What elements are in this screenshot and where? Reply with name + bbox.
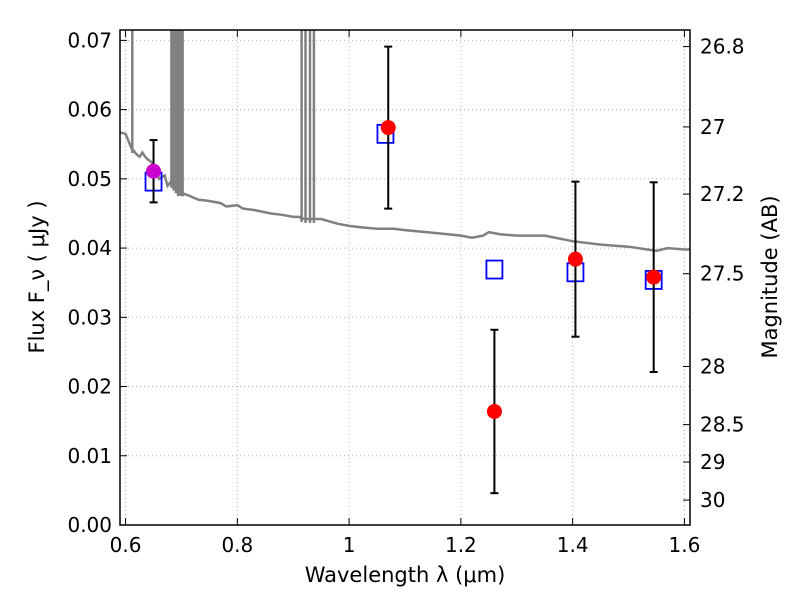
grid-lines xyxy=(120,30,690,526)
y-tick-label: 0.07 xyxy=(67,28,112,52)
model-flux-markers xyxy=(144,123,663,290)
plot-area xyxy=(120,30,690,495)
x-tick-label: 0.8 xyxy=(221,533,253,557)
y-tick-label: 0.03 xyxy=(67,305,112,329)
model-spectrum-spikes xyxy=(131,30,316,223)
x-tick-label: 1.4 xyxy=(557,533,589,557)
highlight-point xyxy=(146,163,162,179)
x-axis-title: Wavelength λ (μm) xyxy=(305,563,506,587)
right-tick-label: 27.2 xyxy=(700,182,745,206)
y-tick-label: 0.04 xyxy=(67,236,112,260)
photometry-point xyxy=(380,120,396,136)
y-axis-title: Flux F_ν ( μJy ) xyxy=(25,200,50,353)
y-tick-label: 0.06 xyxy=(67,98,112,122)
x-tick-label: 1.2 xyxy=(445,533,477,557)
x-tick-label: 1 xyxy=(343,533,356,557)
photometry-points xyxy=(146,120,662,419)
right-tick-label: 29 xyxy=(700,450,725,474)
y-axis-ticks: 0.00 0.01 0.02 0.03 0.04 0.05 0.06 0.07 xyxy=(67,28,127,537)
photometry-point xyxy=(567,251,583,267)
right-tick-label: 27 xyxy=(700,115,725,139)
right-axis-ticks: 26.8 27 27.2 27.5 28 28.5 29 30 xyxy=(683,35,745,512)
model-flux-square xyxy=(485,259,504,280)
right-tick-label: 28.5 xyxy=(700,413,745,437)
right-tick-label: 28 xyxy=(700,354,725,378)
x-axis-ticks: 0.6 0.8 1 1.2 1.4 1.6 xyxy=(110,30,701,557)
right-tick-label: 30 xyxy=(700,488,725,512)
model-spectrum-line xyxy=(120,131,690,253)
plot-frame xyxy=(119,29,691,526)
right-tick-label: 26.8 xyxy=(700,35,745,59)
y-tick-label: 0.02 xyxy=(67,375,112,399)
right-tick-label: 27.5 xyxy=(700,262,745,286)
photometry-point xyxy=(486,403,502,419)
y-tick-label: 0.00 xyxy=(67,513,112,537)
x-tick-label: 1.6 xyxy=(669,533,701,557)
y-tick-label: 0.01 xyxy=(67,444,112,468)
y-tick-label: 0.05 xyxy=(67,167,112,191)
photometry-point xyxy=(646,269,662,285)
x-tick-label: 0.6 xyxy=(110,533,142,557)
photometry-errorbars xyxy=(149,45,658,495)
right-axis-title: Magnitude (AB) xyxy=(758,195,782,358)
